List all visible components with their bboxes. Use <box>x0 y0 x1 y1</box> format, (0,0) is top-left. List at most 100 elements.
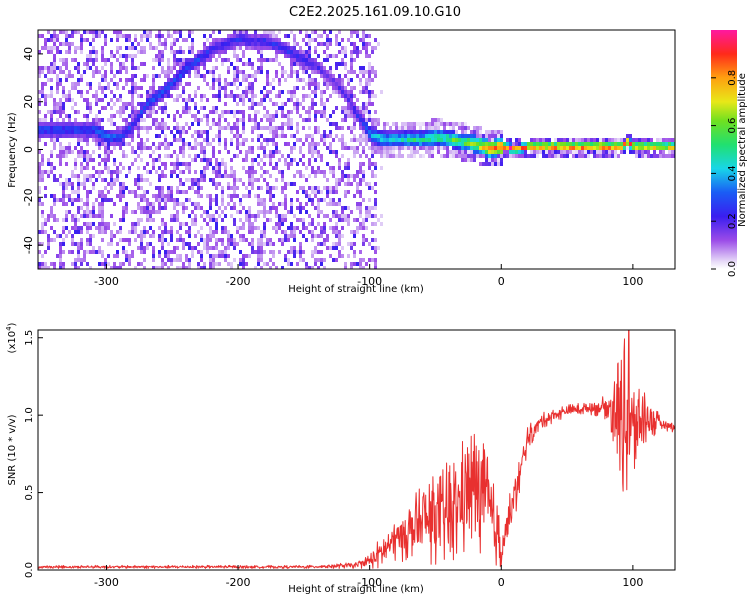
heatmap-cell <box>161 86 164 90</box>
heatmap-cell <box>203 218 206 222</box>
heatmap-cell <box>83 254 86 258</box>
heatmap-cell <box>314 118 317 122</box>
heatmap-cell <box>122 54 125 58</box>
heatmap-cell <box>68 34 71 38</box>
heatmap-cell <box>380 134 383 138</box>
heatmap-cell <box>95 58 98 62</box>
heatmap-cell <box>92 62 95 66</box>
heatmap-cell <box>488 158 491 162</box>
heatmap-cell <box>122 66 125 70</box>
heatmap-cell <box>164 194 167 198</box>
heatmap-cell <box>227 254 230 258</box>
heatmap-cell <box>125 250 128 254</box>
heatmap-cell <box>47 126 50 130</box>
heatmap-cell <box>575 138 578 142</box>
heatmap-cell <box>323 226 326 230</box>
heatmap-cell <box>170 238 173 242</box>
heatmap-cell <box>65 62 68 66</box>
heatmap-cell <box>641 150 644 154</box>
heatmap-cell <box>209 58 212 62</box>
heatmap-cell <box>179 130 182 134</box>
heatmap-cell <box>215 242 218 246</box>
heatmap-cell <box>374 130 377 134</box>
heatmap-cell <box>80 246 83 250</box>
heatmap-cell <box>161 242 164 246</box>
heatmap-cell <box>266 42 269 46</box>
heatmap-cell <box>416 138 419 142</box>
heatmap-cell <box>542 150 545 154</box>
heatmap-cell <box>251 182 254 186</box>
heatmap-cell <box>344 66 347 70</box>
heatmap-cell <box>251 230 254 234</box>
svg-text:(x104): (x104) <box>5 322 18 353</box>
heatmap-cell <box>590 142 593 146</box>
heatmap-cell <box>230 166 233 170</box>
heatmap-cell <box>482 154 485 158</box>
heatmap-cell <box>233 242 236 246</box>
heatmap-cell <box>635 154 638 158</box>
heatmap-cell <box>152 266 155 269</box>
heatmap-cell <box>170 42 173 46</box>
heatmap-cell <box>131 98 134 102</box>
heatmap-cell <box>377 42 380 46</box>
heatmap-cell <box>329 190 332 194</box>
heatmap-cell <box>308 34 311 38</box>
heatmap-cell <box>65 154 68 158</box>
heatmap-cell <box>158 202 161 206</box>
heatmap-cell <box>209 206 212 210</box>
heatmap-cell <box>242 30 245 34</box>
heatmap-cell <box>434 126 437 130</box>
heatmap-cell <box>332 230 335 234</box>
heatmap-cell <box>212 154 215 158</box>
heatmap-cell <box>62 106 65 110</box>
heatmap-cell <box>209 230 212 234</box>
heatmap-cell <box>110 198 113 202</box>
heatmap-cell <box>140 102 143 106</box>
heatmap-cell <box>158 210 161 214</box>
heatmap-cell <box>158 186 161 190</box>
heatmap-cell <box>371 258 374 262</box>
heatmap-cell <box>347 110 350 114</box>
heatmap-cell <box>113 262 116 266</box>
heatmap-cell <box>341 106 344 110</box>
heatmap-cell <box>164 206 167 210</box>
heatmap-cell <box>74 30 77 34</box>
heatmap-cell <box>59 198 62 202</box>
heatmap-cell <box>317 86 320 90</box>
heatmap-cell <box>224 78 227 82</box>
heatmap-cell <box>374 122 377 126</box>
heatmap-cell <box>371 222 374 226</box>
heatmap-cell <box>158 90 161 94</box>
heatmap-cell <box>68 90 71 94</box>
heatmap-cell <box>197 190 200 194</box>
heatmap-cell <box>239 250 242 254</box>
heatmap-cell <box>209 126 212 130</box>
heatmap-cell <box>431 150 434 154</box>
heatmap-cell <box>140 150 143 154</box>
heatmap-cell <box>263 86 266 90</box>
heatmap-cell <box>119 130 122 134</box>
heatmap-cell <box>188 242 191 246</box>
heatmap-cell <box>623 142 626 146</box>
heatmap-cell <box>104 162 107 166</box>
heatmap-cell <box>131 150 134 154</box>
heatmap-cell <box>167 194 170 198</box>
heatmap-cell <box>182 262 185 266</box>
heatmap-cell <box>137 146 140 150</box>
heatmap-cell <box>119 266 122 269</box>
heatmap-cell <box>77 218 80 222</box>
colorbar-tick-label: 0.0 <box>727 261 738 277</box>
heatmap-cell <box>509 146 512 150</box>
heatmap-cell <box>314 70 317 74</box>
heatmap-cell <box>137 202 140 206</box>
heatmap-cell <box>227 122 230 126</box>
snr-frame <box>37 329 676 571</box>
heatmap-cell <box>170 130 173 134</box>
heatmap-cell <box>182 66 185 70</box>
heatmap-cell <box>245 158 248 162</box>
heatmap-cell <box>200 266 203 269</box>
heatmap-cell <box>263 42 266 46</box>
heatmap-cell <box>236 142 239 146</box>
heatmap-cell <box>227 126 230 130</box>
heatmap-cell <box>557 154 560 158</box>
